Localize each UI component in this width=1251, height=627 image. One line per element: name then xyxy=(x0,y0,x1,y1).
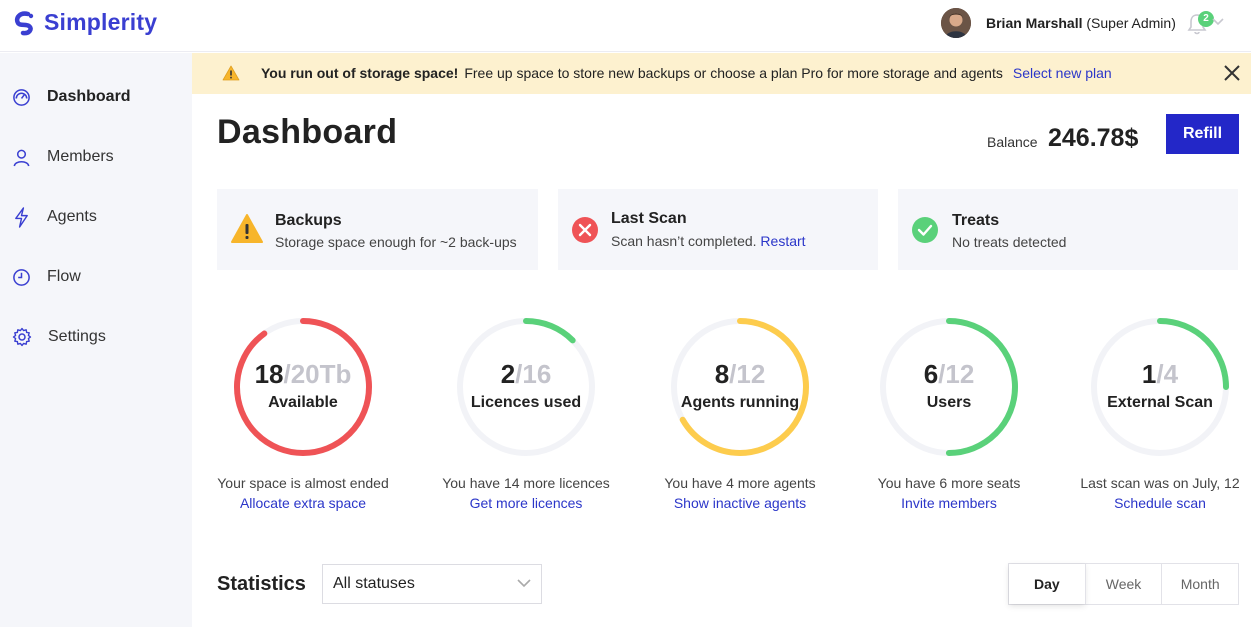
gear-icon xyxy=(12,327,32,347)
users-ring: 6/12 Users xyxy=(876,314,1022,460)
licences-description: You have 14 more licences xyxy=(442,475,610,491)
storage-ring: 18/20Tb Available xyxy=(230,314,376,460)
card-subtitle: Scan hasn’t completed. Restart xyxy=(611,233,806,249)
logo-icon xyxy=(14,10,34,35)
avatar[interactable] xyxy=(941,8,971,38)
metric-value: 1/4 xyxy=(1141,359,1179,389)
user-menu[interactable]: Brian Marshall (Super Admin) xyxy=(941,8,1176,38)
metric-value: 2/16 xyxy=(500,359,552,389)
progress-arc xyxy=(234,318,372,456)
progress-arc xyxy=(880,318,1018,456)
lightning-icon xyxy=(15,206,28,228)
card-subtitle: Storage space enough for ~2 back-ups xyxy=(275,234,517,250)
progress-ring-icon xyxy=(880,318,1018,456)
logo[interactable]: Simplerity xyxy=(12,9,157,36)
alert-title: You run out of storage space! xyxy=(261,65,459,81)
chevron-down-icon xyxy=(517,579,531,588)
refill-button[interactable]: Refill xyxy=(1166,114,1239,154)
progress-ring-icon xyxy=(457,318,595,456)
app-name: Simplerity xyxy=(44,9,158,35)
metric-label: Users xyxy=(926,394,972,411)
storage-action-link[interactable]: Allocate extra space xyxy=(239,495,367,511)
progress-ring-icon xyxy=(234,318,372,456)
treats-card: Treats No treats detected xyxy=(898,189,1238,270)
last-scan-card: Last Scan Scan hasn’t completed. Restart xyxy=(558,189,878,270)
select-new-plan-link[interactable]: Select new plan xyxy=(1012,65,1112,81)
card-subtitle: No treats detected xyxy=(952,234,1067,250)
progress-arc xyxy=(671,318,809,456)
card-title: Treats xyxy=(952,212,1000,229)
sidebar: Dashboard Members Agents Flow Settings xyxy=(0,53,192,627)
progress-ring-icon xyxy=(1091,318,1229,456)
licences-ring: 2/16 Licences used xyxy=(453,314,599,460)
external-scan-description: Last scan was on July, 12 xyxy=(1080,475,1240,491)
notifications-button[interactable]: 2 xyxy=(1187,11,1227,37)
avatar-photo-icon xyxy=(941,8,971,38)
users-description: You have 6 more seats xyxy=(877,475,1021,491)
sidebar-item-members[interactable]: Members xyxy=(12,142,114,172)
sidebar-item-settings[interactable]: Settings xyxy=(12,322,106,352)
metric-label: Available xyxy=(268,394,338,411)
page-title: Dashboard xyxy=(217,113,398,151)
close-icon[interactable] xyxy=(1222,63,1242,83)
dashboard-gauge-icon xyxy=(13,88,30,106)
period-month-button[interactable]: Month xyxy=(1161,564,1238,604)
period-week-button[interactable]: Week xyxy=(1084,564,1162,604)
sidebar-item-agents[interactable]: Agents xyxy=(12,202,97,232)
user-name: Brian Marshall (Super Admin) xyxy=(986,15,1176,31)
period-toggle: Day Week Month xyxy=(1008,563,1239,605)
sidebar-item-flow[interactable]: Flow xyxy=(12,262,81,292)
warning-icon xyxy=(222,65,240,81)
agents-action-link[interactable]: Show inactive agents xyxy=(673,495,807,511)
progress-ring-icon xyxy=(671,318,809,456)
external-scan-action-link[interactable]: Schedule scan xyxy=(1114,495,1206,511)
status-filter-select[interactable]: All statuses xyxy=(322,564,542,604)
user-icon xyxy=(13,149,30,166)
check-circle-icon xyxy=(912,217,938,243)
top-bar: Simplerity Brian Marshall (Super Admin) … xyxy=(0,0,1251,52)
metric-value: 18/20Tb xyxy=(254,359,352,389)
agents-description: You have 4 more agents xyxy=(664,475,816,491)
backups-card: Backups Storage space enough for ~2 back… xyxy=(217,189,538,270)
statistics-title: Statistics xyxy=(217,573,306,595)
status-filter-value: All statuses xyxy=(333,575,415,592)
card-title: Backups xyxy=(275,212,342,229)
agents-ring: 8/12 Agents running xyxy=(667,314,813,460)
balance-label: Balance xyxy=(987,134,1038,150)
card-title: Last Scan xyxy=(611,210,687,227)
metric-value: 8/12 xyxy=(714,359,766,389)
progress-arc xyxy=(457,318,595,456)
notification-count-badge: 2 xyxy=(1198,11,1214,27)
progress-arc xyxy=(1091,318,1229,456)
error-x-icon xyxy=(572,217,598,243)
chevron-down-icon[interactable] xyxy=(1211,17,1225,27)
metric-label: External Scan xyxy=(1107,394,1213,411)
licences-action-link[interactable]: Get more licences xyxy=(469,495,583,511)
clock-icon xyxy=(13,268,30,286)
metric-value: 6/12 xyxy=(923,359,975,389)
period-day-button[interactable]: Day xyxy=(1009,564,1085,604)
alert-message: Free up space to store new backups or ch… xyxy=(464,65,1003,81)
users-action-link[interactable]: Invite members xyxy=(901,495,997,511)
external-scan-ring: 1/4 External Scan xyxy=(1087,314,1233,460)
alert-text: You run out of storage space! Free up spa… xyxy=(261,65,1112,81)
restart-link[interactable]: Restart xyxy=(760,233,806,249)
balance-value: 246.78$ xyxy=(1048,124,1139,152)
sidebar-item-dashboard[interactable]: Dashboard xyxy=(12,82,131,112)
metric-label: Licences used xyxy=(470,394,582,411)
warning-icon xyxy=(231,214,263,243)
storage-description: Your space is almost ended xyxy=(217,475,389,491)
storage-alert-banner: You run out of storage space! Free up spa… xyxy=(192,53,1251,94)
metric-label: Agents running xyxy=(680,394,800,411)
